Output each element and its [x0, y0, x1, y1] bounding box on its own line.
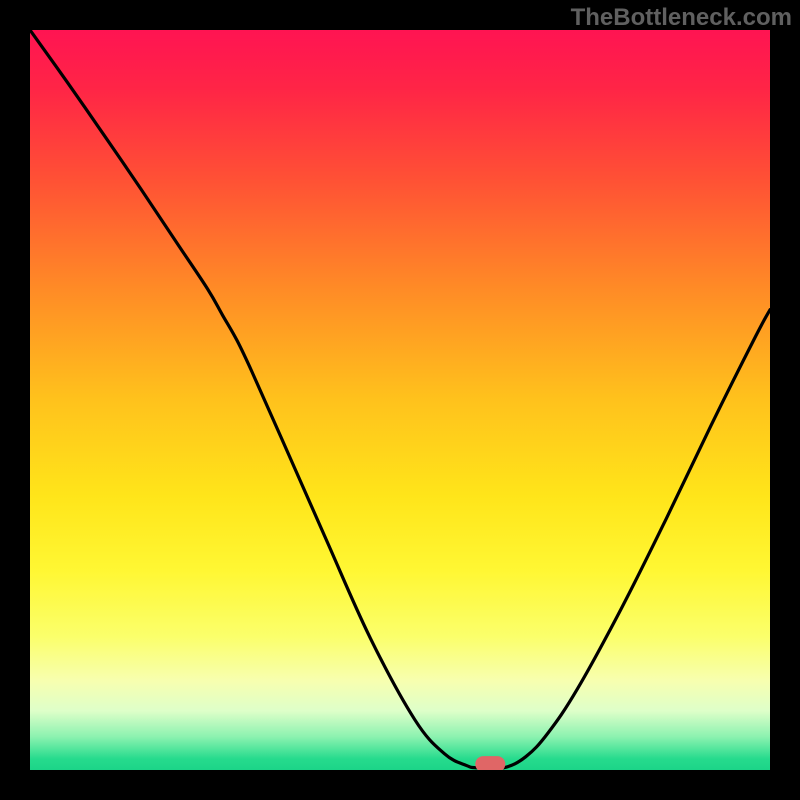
- optimum-marker: [475, 756, 505, 772]
- watermark-text: TheBottleneck.com: [571, 4, 792, 32]
- gradient-background: [30, 30, 770, 770]
- chart-container: TheBottleneck.com: [0, 0, 800, 800]
- bottleneck-chart: [0, 0, 800, 800]
